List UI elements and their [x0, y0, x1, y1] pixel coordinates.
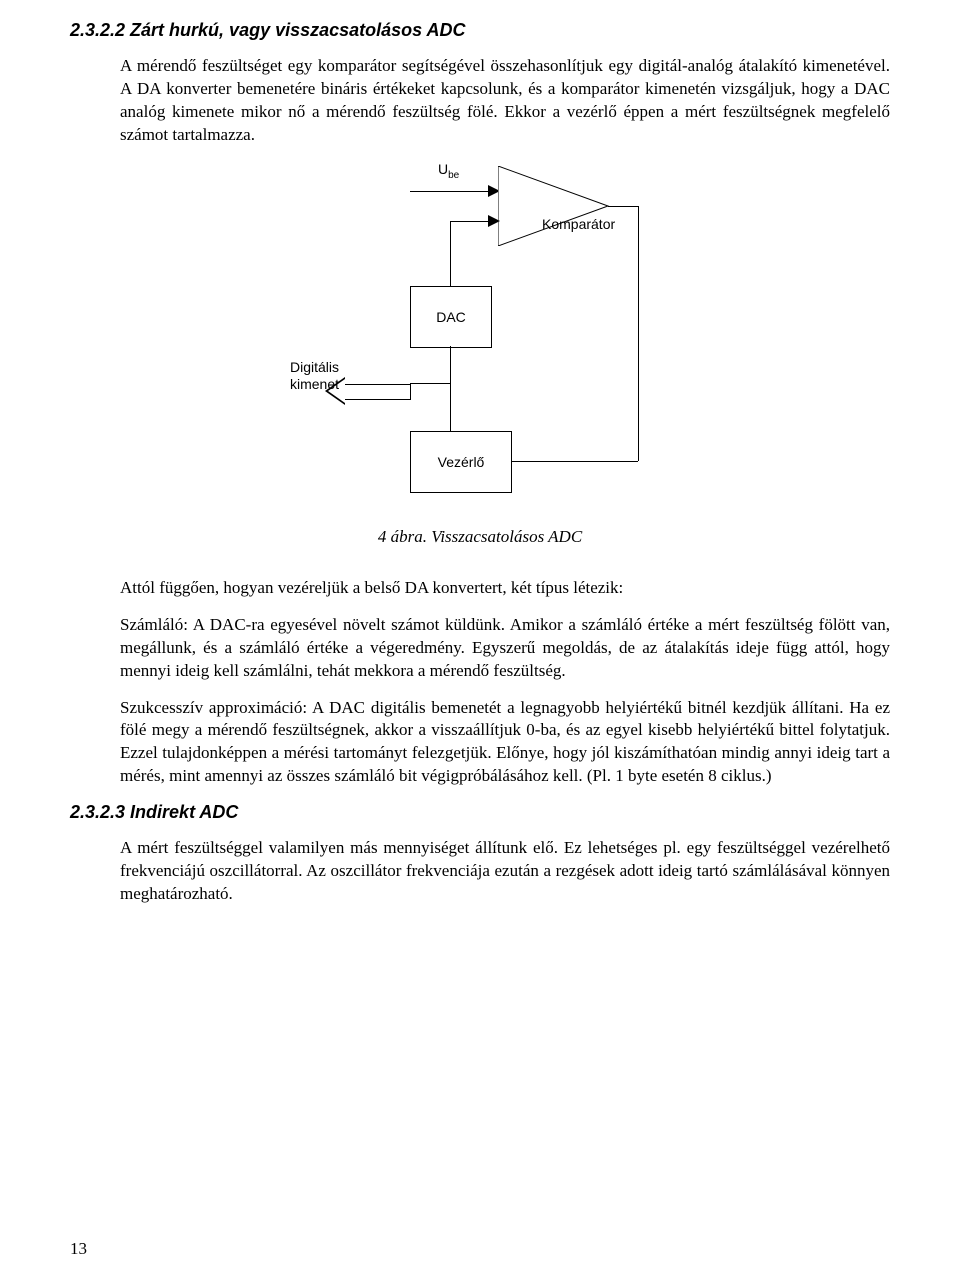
label-digital-output: Digitális kimenet — [290, 359, 339, 393]
label-u-be: Ube — [438, 161, 459, 181]
label-comparator: Komparátor — [542, 216, 615, 232]
label-u-sub: be — [448, 170, 459, 181]
block-dac: DAC — [410, 286, 492, 348]
paragraph: Számláló: A DAC-ra egyesével növelt szám… — [70, 614, 890, 683]
paragraph: Attól függően, hogyan vezéreljük a belső… — [70, 577, 890, 600]
wire — [410, 383, 450, 384]
heading-indirect-adc: 2.3.2.3 Indirekt ADC — [70, 802, 890, 823]
wire — [450, 221, 451, 286]
wire — [410, 191, 490, 192]
label-digital-l2: kimenet — [290, 376, 339, 392]
label-digital-l1: Digitális — [290, 359, 339, 375]
wire — [510, 461, 638, 462]
label-u-prefix: U — [438, 161, 448, 177]
label-dac: DAC — [436, 309, 466, 325]
page: 2.3.2.2 Zárt hurkú, vagy visszacsatoláso… — [0, 0, 960, 1279]
figure-feedback-adc: Ube Komparátor DAC Vezé — [70, 161, 890, 521]
wire — [450, 346, 451, 431]
wire — [450, 221, 490, 222]
wire — [608, 206, 638, 207]
paragraph: Szukcesszív approximáció: A DAC digitáli… — [70, 697, 890, 789]
arrowhead-icon — [488, 215, 500, 227]
wire — [638, 206, 639, 461]
figure-caption: 4 ábra. Visszacsatolásos ADC — [70, 527, 890, 547]
page-number: 13 — [70, 1239, 87, 1259]
diagram-canvas: Ube Komparátor DAC Vezé — [290, 161, 670, 521]
wire — [410, 399, 450, 400]
block-controller: Vezérlő — [410, 431, 512, 493]
heading-closed-loop-adc: 2.3.2.2 Zárt hurkú, vagy visszacsatoláso… — [70, 20, 890, 41]
paragraph: A mérendő feszültséget egy komparátor se… — [70, 55, 890, 147]
paragraph: A mért feszültséggel valamilyen más menn… — [70, 837, 890, 906]
label-controller: Vezérlő — [438, 454, 485, 470]
